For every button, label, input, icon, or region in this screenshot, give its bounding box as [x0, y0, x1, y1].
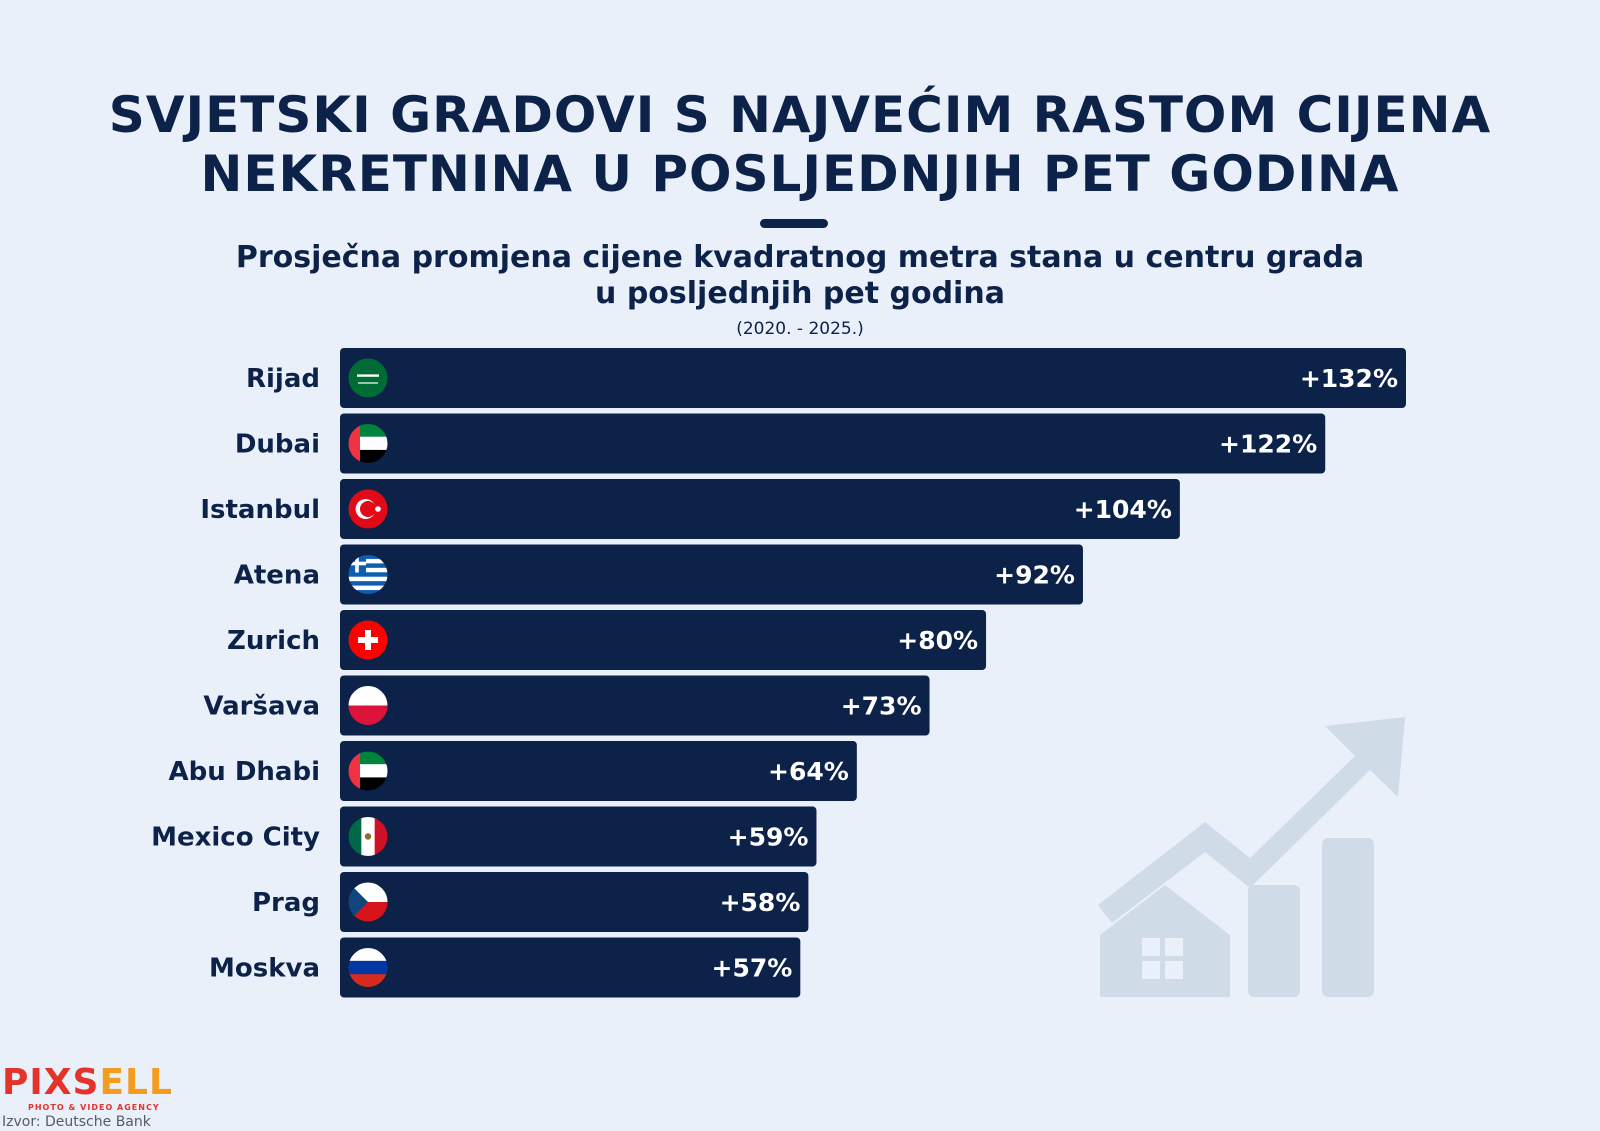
bar-row: Moskva +57%	[209, 937, 801, 998]
chart-title-line-1: SVJETSKI GRADOVI S NAJVEĆIM RASTOM CIJEN…	[108, 86, 1492, 144]
bar-row: Istanbul +104%	[200, 479, 1180, 539]
bar	[340, 806, 817, 867]
switzerland-flag-icon	[348, 620, 388, 660]
bar	[340, 675, 930, 736]
bars-group: Rijad +132% Dubai +122% Istanbul +104% Atena +9…	[151, 348, 1406, 998]
category-label: Mexico City	[151, 823, 320, 853]
uae-flag-icon	[348, 751, 388, 791]
category-label: Istanbul	[200, 495, 320, 525]
category-label: Zurich	[227, 626, 320, 656]
bar	[340, 348, 1406, 408]
bar	[340, 872, 809, 932]
category-label: Atena	[234, 561, 320, 591]
category-label: Varšava	[203, 692, 320, 722]
logo-wordmark: PIXSELL	[2, 1065, 172, 1101]
chart-subtitle: Prosječna promjena cijene kvadratnog met…	[0, 240, 1600, 312]
saudi-arabia-flag-icon	[348, 358, 388, 398]
value-label: +59%	[728, 823, 809, 852]
bar	[340, 479, 1180, 539]
bar	[340, 610, 987, 670]
title-divider	[760, 219, 828, 228]
bar-row: Abu Dhabi +64%	[169, 741, 857, 801]
category-label: Abu Dhabi	[169, 757, 320, 787]
bar	[340, 937, 801, 998]
chart-title-line-2: NEKRETNINA U POSLJEDNJIH PET GODINA	[200, 145, 1400, 203]
bar-row: Dubai +122%	[235, 413, 1326, 474]
bar	[340, 544, 1083, 605]
value-label: +122%	[1219, 430, 1317, 459]
bar	[340, 741, 857, 801]
czech-flag-icon	[348, 882, 388, 922]
value-label: +64%	[768, 757, 849, 786]
bar-row: Zurich +80%	[227, 610, 987, 670]
mexico-flag-icon	[348, 816, 388, 857]
category-label: Rijad	[246, 364, 320, 394]
chart-period: (2020. - 2025.)	[736, 319, 864, 339]
value-label: +80%	[897, 626, 978, 655]
logo-main-text: PIXS	[2, 1062, 100, 1103]
value-label: +57%	[712, 954, 793, 983]
turkey-flag-icon	[348, 489, 388, 529]
chart-subtitle-line-1: Prosječna promjena cijene kvadratnog met…	[235, 240, 1365, 275]
value-label: +73%	[841, 692, 922, 721]
poland-flag-icon	[348, 685, 388, 726]
russia-flag-icon	[348, 947, 388, 988]
bar-row: Mexico City +59%	[151, 806, 817, 867]
chart-subtitle-line-2: u posljednjih pet godina	[595, 276, 1005, 311]
house-growth-arrow-icon	[1098, 717, 1405, 997]
logo-tagline: PHOTO & VIDEO AGENCY	[28, 1103, 160, 1112]
bar	[340, 413, 1326, 474]
logo-tail-text: ELL	[99, 1062, 173, 1103]
value-label: +104%	[1074, 495, 1172, 524]
bar-row: Rijad +132%	[246, 348, 1406, 408]
bar-row: Varšava +73%	[203, 675, 930, 736]
category-label: Prag	[252, 888, 320, 918]
value-label: +92%	[994, 561, 1075, 590]
bar-row: Prag +58%	[252, 872, 809, 932]
value-label: +132%	[1300, 364, 1398, 393]
value-label: +58%	[720, 888, 801, 917]
greece-flag-icon	[348, 554, 388, 595]
chart-title: SVJETSKI GRADOVI S NAJVEĆIM RASTOM CIJEN…	[0, 86, 1600, 204]
category-label: Dubai	[235, 430, 320, 460]
bar-row: Atena +92%	[234, 544, 1083, 605]
pixsell-logo: PIXSELL PHOTO & VIDEO AGENCY	[2, 1065, 172, 1113]
source-note: Izvor: Deutsche Bank	[2, 1114, 151, 1130]
category-label: Moskva	[209, 954, 320, 984]
